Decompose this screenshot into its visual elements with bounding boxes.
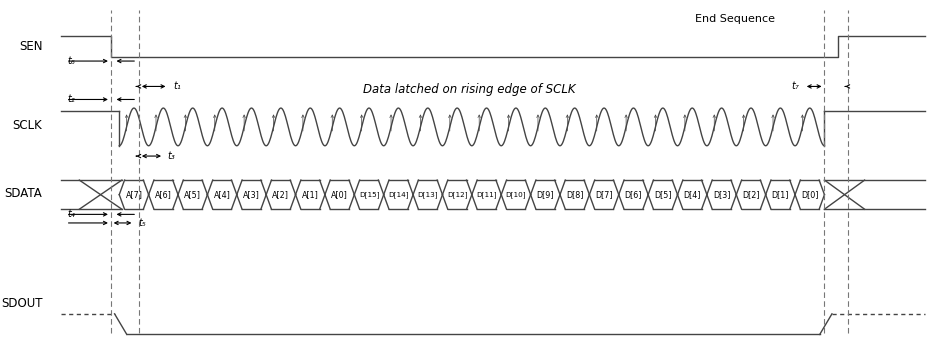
Text: A[5]: A[5] [184, 190, 201, 199]
Text: A[1]: A[1] [301, 190, 318, 199]
Text: t₁: t₁ [173, 81, 181, 92]
Text: A[0]: A[0] [331, 190, 348, 199]
Text: D[2]: D[2] [742, 190, 760, 199]
Text: A[4]: A[4] [214, 190, 231, 199]
Text: t₃: t₃ [168, 151, 176, 161]
Text: D[8]: D[8] [566, 190, 583, 199]
Text: D[11]: D[11] [476, 191, 497, 198]
Text: D[15]: D[15] [359, 191, 379, 198]
Text: D[10]: D[10] [506, 191, 526, 198]
Text: SEN: SEN [19, 40, 42, 53]
Text: End Sequence: End Sequence [695, 14, 775, 24]
Text: A[2]: A[2] [272, 190, 289, 199]
Text: A[6]: A[6] [155, 190, 172, 199]
Text: t₇: t₇ [792, 81, 799, 92]
Text: Data latched on rising edge of SCLK: Data latched on rising edge of SCLK [363, 83, 576, 96]
Text: D[13]: D[13] [418, 191, 438, 198]
Text: t₅: t₅ [138, 218, 146, 228]
Text: D[5]: D[5] [654, 190, 671, 199]
Text: SDOUT: SDOUT [1, 297, 42, 310]
Text: D[12]: D[12] [447, 191, 468, 198]
Text: D[9]: D[9] [536, 190, 554, 199]
Text: D[4]: D[4] [684, 190, 701, 199]
Text: A[3]: A[3] [243, 190, 260, 199]
Text: D[7]: D[7] [595, 190, 613, 199]
Text: D[6]: D[6] [624, 190, 642, 199]
Text: t₂: t₂ [68, 94, 75, 105]
Text: t₄: t₄ [68, 209, 75, 220]
Text: A[7]: A[7] [126, 190, 143, 199]
Text: t₆: t₆ [68, 56, 75, 66]
Text: SDATA: SDATA [5, 187, 42, 200]
Text: D[14]: D[14] [388, 191, 408, 198]
Text: SCLK: SCLK [12, 119, 42, 132]
Text: D[3]: D[3] [713, 190, 731, 199]
Text: D[1]: D[1] [772, 190, 789, 199]
Text: D[0]: D[0] [801, 190, 819, 199]
